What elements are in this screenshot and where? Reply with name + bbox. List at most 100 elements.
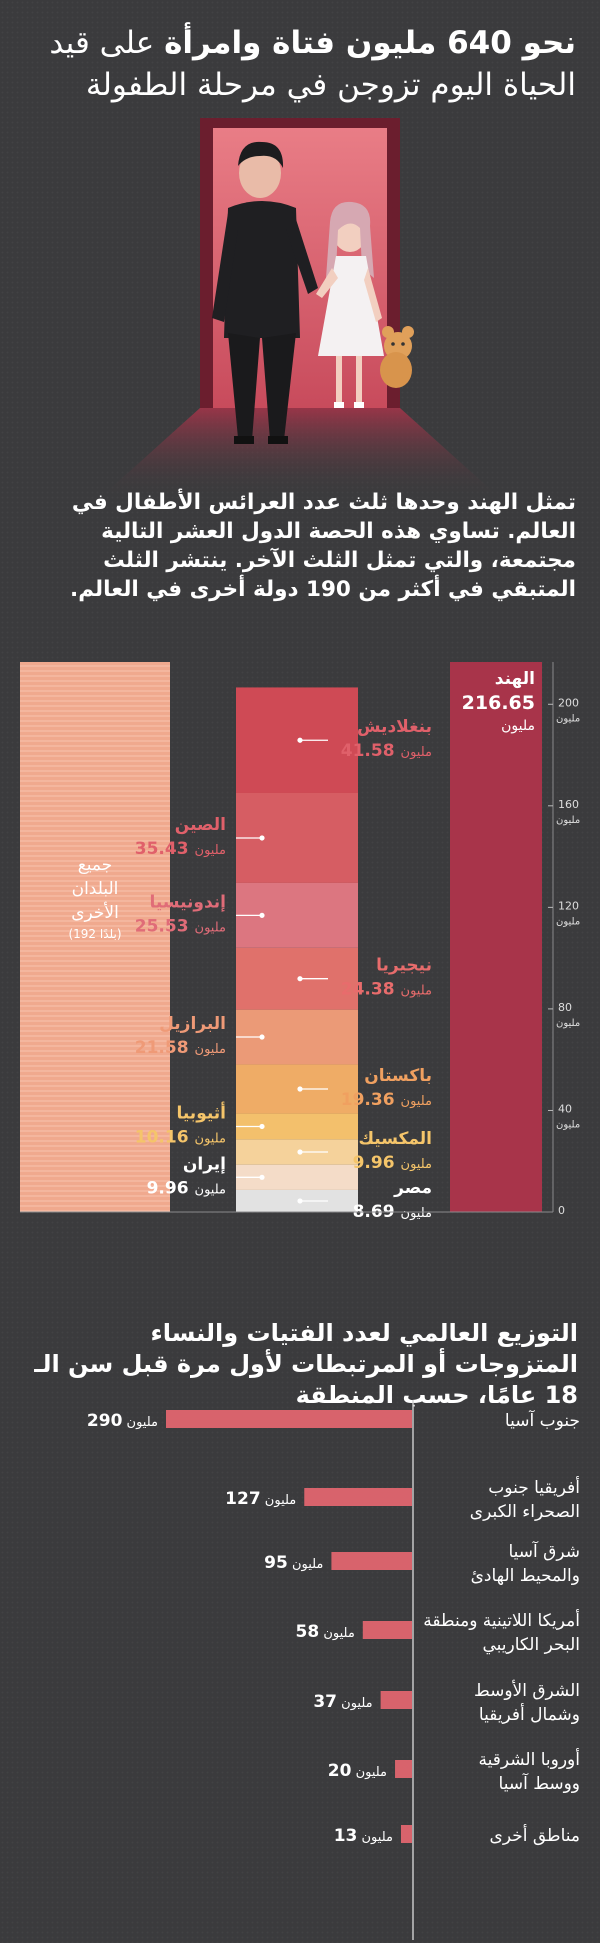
region-bar	[380, 1691, 412, 1709]
country-label: نيجيريا 24.38 مليون	[297, 956, 432, 1000]
region-label: البحر الكاريبي	[482, 1635, 580, 1655]
india-bar-fill	[450, 662, 542, 1212]
country-label: إيران 9.96 مليون	[147, 1154, 265, 1198]
country-label: باكستان 19.36 مليون	[297, 1066, 432, 1110]
country-value: 24.38 مليون	[341, 980, 432, 1000]
country-value: 21.58 مليون	[135, 1038, 226, 1058]
intro-paragraph: تمثل الهند وحدها ثلث عدد العرائس الأطفال…	[70, 490, 576, 602]
country-value-unit: مليون	[195, 920, 226, 935]
country-value: 9.96 مليون	[147, 1178, 226, 1198]
y-tick-unit: مليون	[556, 916, 580, 927]
country-segment	[236, 947, 358, 1010]
region-bar	[395, 1760, 412, 1778]
country-leader-dot	[259, 912, 265, 918]
country-leader-dot	[259, 1123, 265, 1130]
country-value: 19.36 مليون	[341, 1090, 432, 1110]
region-value-unit: مليون	[288, 1557, 324, 1572]
region-bar	[362, 1621, 412, 1639]
india-value: 216.65	[462, 692, 535, 714]
y-tick-unit: مليون	[556, 713, 580, 724]
country-stacked-chart: جميع البلدان الأخرى (192 بلدًا) مصر 8.69 مليون…	[20, 662, 580, 1222]
title-line-1: نحو 640 مليون فتاة وامرأة على قيد	[20, 22, 576, 64]
country-leader-dot	[297, 1198, 303, 1204]
man-figure	[212, 141, 318, 444]
india-unit: مليون	[501, 718, 535, 734]
country-segment	[236, 1064, 358, 1114]
others-label: البلدان	[72, 879, 119, 899]
country-label: إندونيسيا 25.53 مليون	[135, 892, 265, 936]
country-segment	[236, 1139, 358, 1165]
country-value-number: 35.43	[135, 839, 189, 859]
country-value-number: 24.38	[341, 980, 395, 1000]
country-value-unit: مليون	[401, 1206, 432, 1221]
region-row: مليون 13 مناطق أخرى	[334, 1824, 580, 1846]
others-label: الأخرى	[71, 902, 119, 923]
country-name: البرازيل	[159, 1014, 226, 1034]
country-leader-dot	[259, 1174, 265, 1180]
country-label: مصر 8.69 مليون	[297, 1178, 432, 1222]
region-label: والمحيط الهادئ	[471, 1566, 580, 1586]
region-label: مناطق أخرى	[490, 1824, 580, 1846]
region-label: أوروبا الشرقية	[479, 1748, 581, 1770]
y-tick-label: 120	[558, 899, 579, 912]
country-leader-dot	[297, 737, 303, 743]
country-name: باكستان	[364, 1066, 432, 1086]
region-value-unit: مليون	[357, 1830, 393, 1845]
region-value-number: 127	[225, 1489, 261, 1509]
region-value: مليون 20	[328, 1761, 387, 1781]
country-value-number: 41.58	[341, 741, 395, 761]
country-name: إندونيسيا	[149, 892, 226, 912]
region-row: مليون 58 أمريكا اللاتينية ومنطقة البحر الك…	[296, 1609, 580, 1655]
region-bar	[331, 1552, 412, 1570]
region-row: مليون 290 جنوب آسيا	[87, 1409, 580, 1431]
region-value-number: 37	[313, 1692, 337, 1712]
country-value-number: 9.96	[147, 1178, 189, 1198]
country-value: 10.16 مليون	[135, 1127, 226, 1147]
country-leader-dot	[259, 1034, 265, 1040]
region-label: الصحراء الكبرى	[470, 1502, 580, 1522]
y-tick-unit: مليون	[556, 815, 580, 826]
title-highlight: نحو 640 مليون فتاة وامرأة	[164, 25, 576, 61]
region-chart-title: التوزيع العالمي لعدد الفتيات والنساء الم…	[34, 1319, 578, 1409]
country-value-number: 19.36	[341, 1090, 395, 1110]
country-name: مصر	[393, 1178, 432, 1198]
region-value-unit: مليون	[261, 1493, 297, 1508]
country-value: 8.69 مليون	[353, 1202, 432, 1222]
page-title: نحو 640 مليون فتاة وامرأة على قيد الحياة…	[20, 22, 576, 106]
region-label: ووسط آسيا	[499, 1772, 580, 1794]
others-label: جميع	[78, 855, 113, 875]
others-bar	[20, 662, 170, 1212]
country-label: البرازيل 21.58 مليون	[135, 1014, 265, 1058]
y-tick-label: 40	[558, 1102, 572, 1115]
region-bar-chart: مليون 290 جنوب آسيا مليون 127 أفريقيا جنوب ا…	[87, 1400, 581, 1940]
girl-figure	[316, 201, 384, 408]
region-value: مليون 13	[334, 1826, 393, 1846]
region-value-number: 95	[264, 1553, 288, 1573]
y-tick-unit: مليون	[556, 1018, 580, 1029]
country-leader-dot	[297, 1086, 303, 1092]
region-value: مليون 290	[87, 1411, 158, 1431]
country-name: نيجيريا	[376, 956, 432, 976]
region-label: شرق آسيا	[509, 1540, 581, 1562]
country-value-number: 21.58	[135, 1038, 189, 1058]
country-segment	[236, 687, 358, 793]
region-value-unit: مليون	[122, 1415, 158, 1430]
country-value-unit: مليون	[401, 1157, 432, 1172]
region-label: أمريكا اللاتينية ومنطقة	[423, 1609, 580, 1631]
others-bar-fill	[20, 662, 170, 1212]
region-value-unit: مليون	[351, 1765, 387, 1780]
country-label: الصين 35.43 مليون	[135, 815, 265, 859]
y-tick-label: 160	[558, 798, 579, 811]
country-value: 9.96 مليون	[353, 1153, 432, 1173]
region-bar	[304, 1488, 412, 1506]
region-value-number: 13	[334, 1826, 358, 1846]
country-value-unit: مليون	[401, 745, 432, 760]
light-floor	[100, 408, 500, 498]
country-name: أثيوبيا	[176, 1101, 226, 1123]
country-value: 25.53 مليون	[135, 916, 226, 936]
region-value-number: 290	[87, 1411, 123, 1431]
country-value-unit: مليون	[195, 1042, 226, 1057]
country-label: بنغلاديش 41.58 مليون	[297, 717, 432, 761]
